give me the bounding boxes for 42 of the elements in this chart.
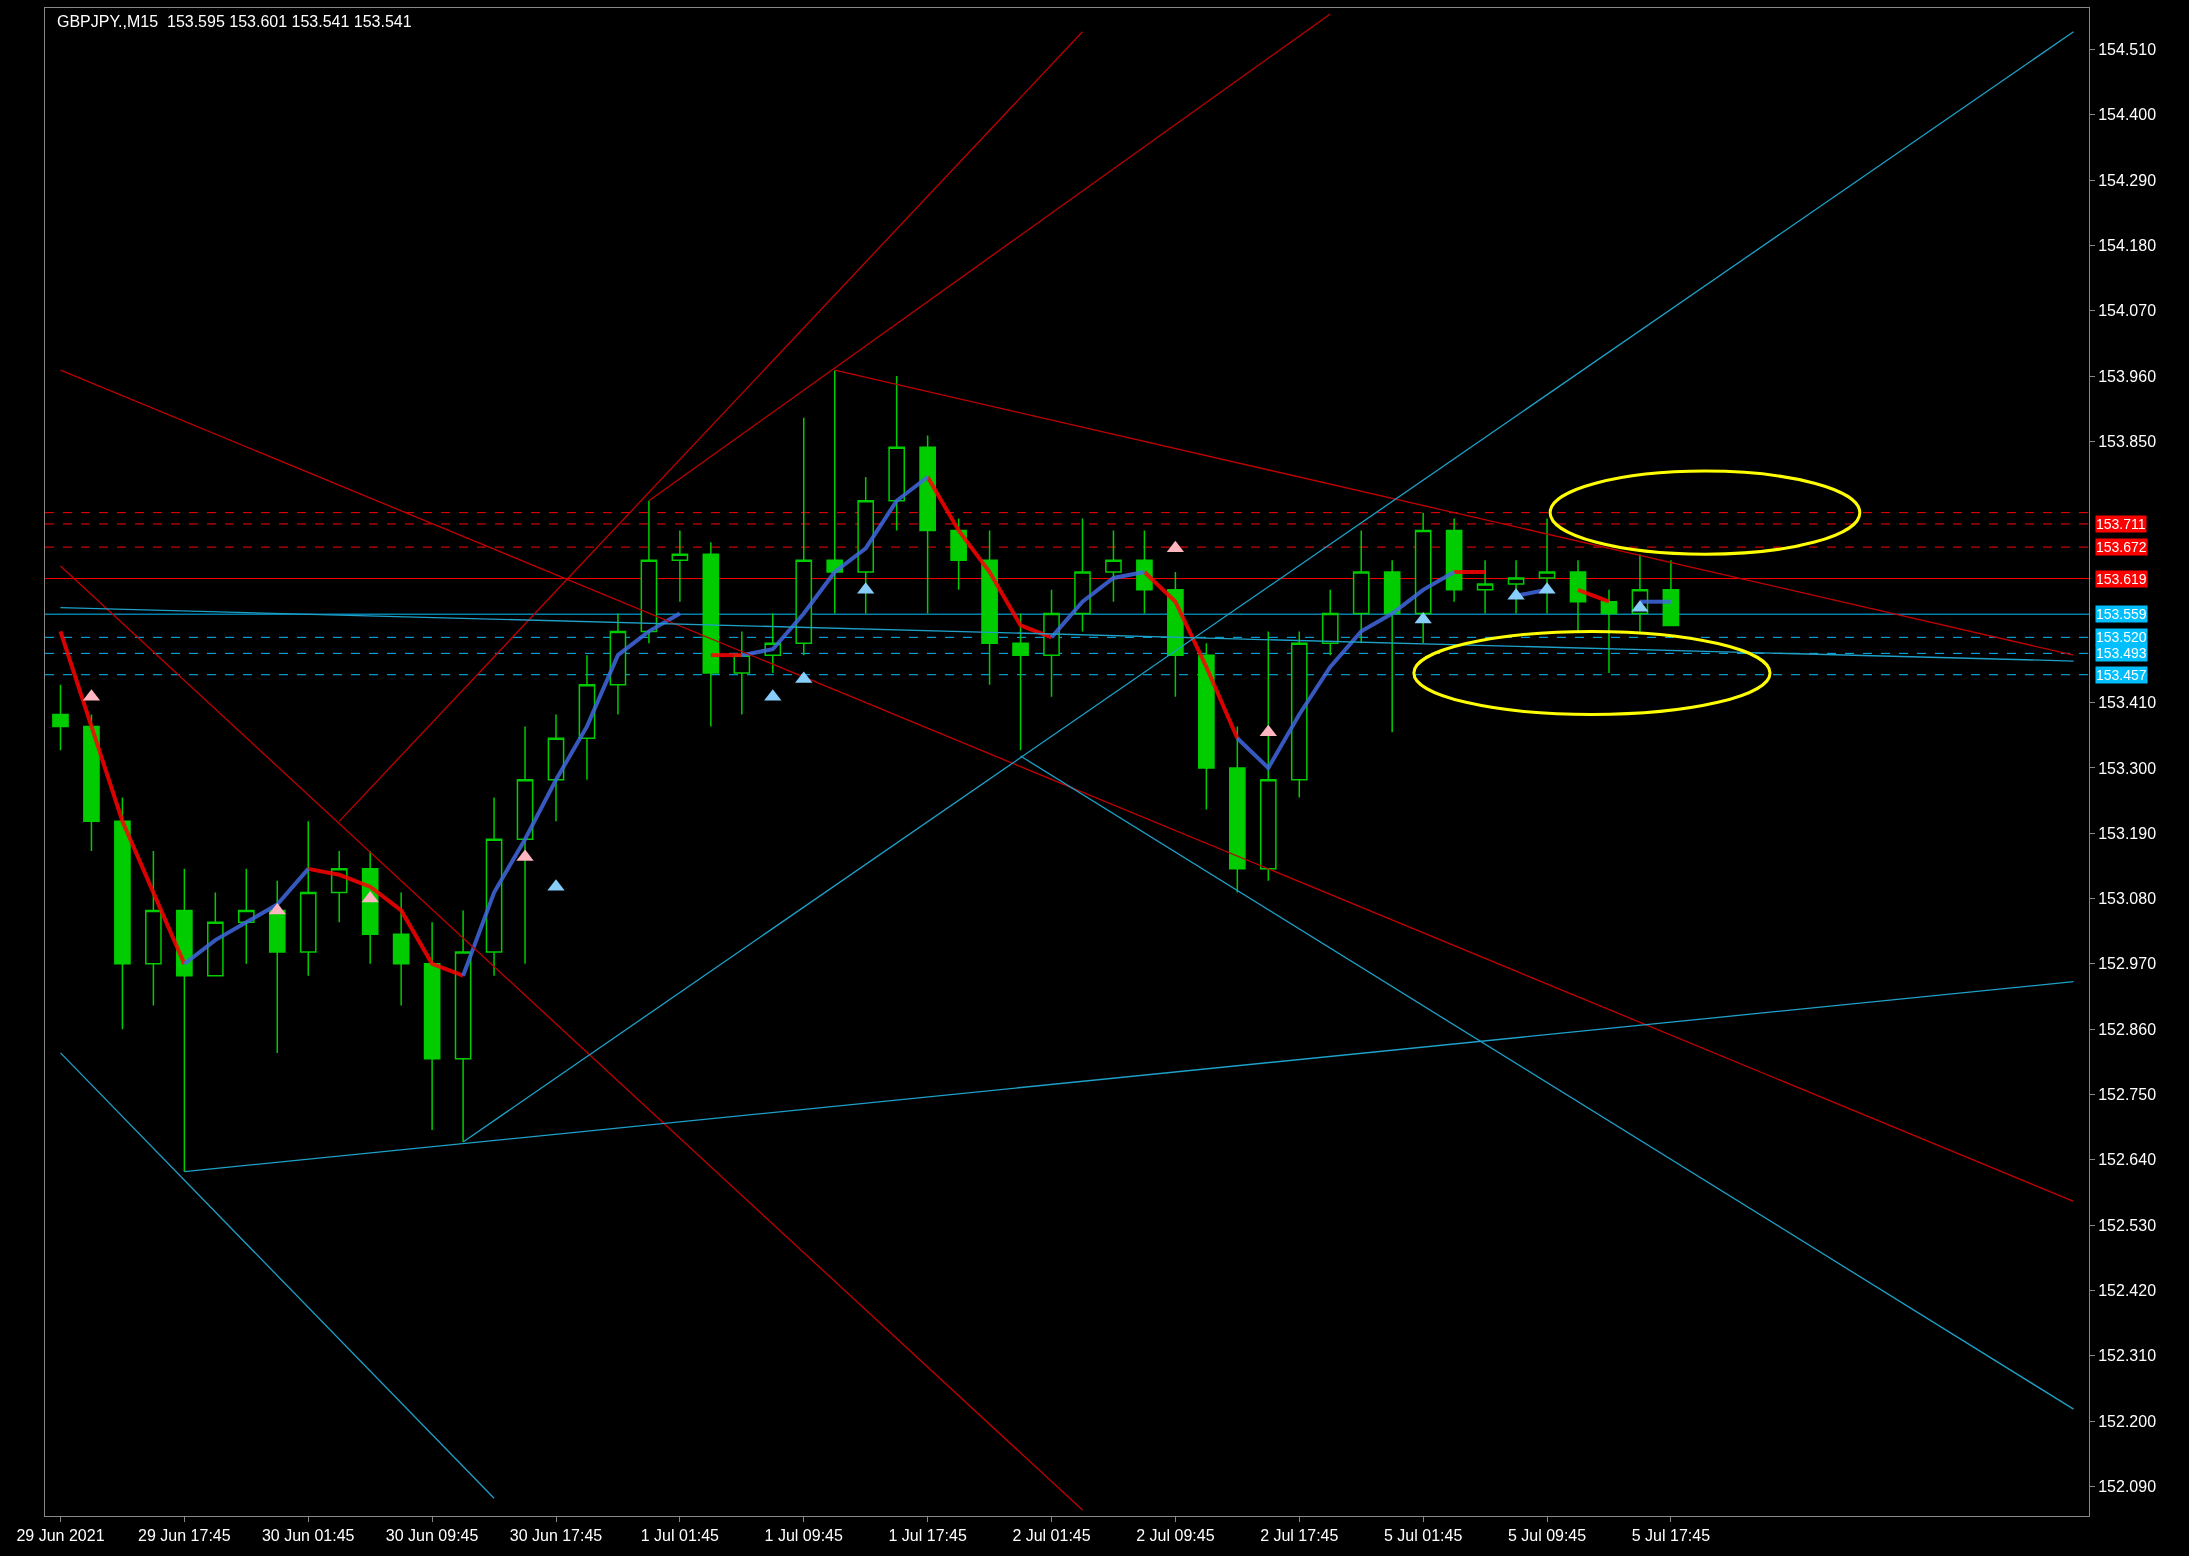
y-tick-label: 153.190 [2098, 824, 2157, 842]
x-tick-label: 1 Jul 17:45 [888, 1527, 967, 1545]
x-tick-label: 2 Jul 01:45 [1012, 1527, 1091, 1545]
x-tick-label: 1 Jul 01:45 [640, 1527, 720, 1545]
y-tick-label: 153.960 [2098, 367, 2157, 385]
y-tick-label: 152.200 [2098, 1412, 2157, 1430]
ref-line-label: 153.493 [2096, 645, 2147, 661]
y-tick-label: 154.290 [2098, 171, 2157, 189]
y-tick-label: 152.640 [2098, 1151, 2157, 1169]
y-tick-label: 152.750 [2098, 1086, 2157, 1104]
ref-line-label: 153.520 [2096, 629, 2147, 645]
y-tick-label: 154.400 [2098, 106, 2157, 124]
y-tick-label: 152.420 [2098, 1281, 2157, 1299]
x-tick-label: 2 Jul 09:45 [1136, 1527, 1215, 1545]
ref-line-label: 153.672 [2096, 539, 2147, 555]
x-tick-label: 30 Jun 09:45 [385, 1527, 479, 1545]
x-tick-label: 5 Jul 01:45 [1384, 1527, 1463, 1545]
y-tick-label: 153.850 [2098, 433, 2157, 450]
ref-line-label: 153.457 [2096, 667, 2147, 683]
x-tick-label: 1 Jul 09:45 [764, 1527, 843, 1545]
y-tick-label: 154.510 [2098, 41, 2157, 59]
chart-title: GBPJPY.,M15 153.595 153.601 153.541 153.541 [57, 13, 412, 30]
y-tick-label: 154.180 [2098, 237, 2157, 255]
ref-line-label: 153.559 [2096, 606, 2147, 622]
x-tick-label: 29 Jun 2021 [16, 1527, 105, 1545]
x-tick-label: 5 Jul 09:45 [1507, 1527, 1587, 1545]
x-tick-label: 30 Jun 01:45 [261, 1527, 355, 1545]
y-tick-label: 154.070 [2098, 302, 2157, 320]
x-tick-label: 2 Jul 17:45 [1260, 1527, 1339, 1545]
y-tick-label: 152.530 [2098, 1216, 2157, 1234]
y-tick-label: 153.300 [2098, 759, 2157, 777]
x-tick-label: 5 Jul 17:45 [1631, 1527, 1711, 1545]
ref-line-label: 153.619 [2096, 571, 2147, 587]
x-tick-label: 30 Jun 17:45 [509, 1527, 603, 1545]
y-tick-label: 152.310 [2098, 1347, 2157, 1365]
y-tick-label: 153.410 [2098, 694, 2157, 712]
y-tick-label: 152.970 [2098, 955, 2157, 973]
x-tick-label: 29 Jun 17:45 [138, 1527, 231, 1545]
ref-line-label: 153.711 [2096, 516, 2146, 532]
y-tick-label: 152.090 [2098, 1477, 2157, 1495]
y-tick-label: 153.080 [2098, 890, 2157, 908]
y-tick-label: 152.860 [2098, 1020, 2157, 1038]
